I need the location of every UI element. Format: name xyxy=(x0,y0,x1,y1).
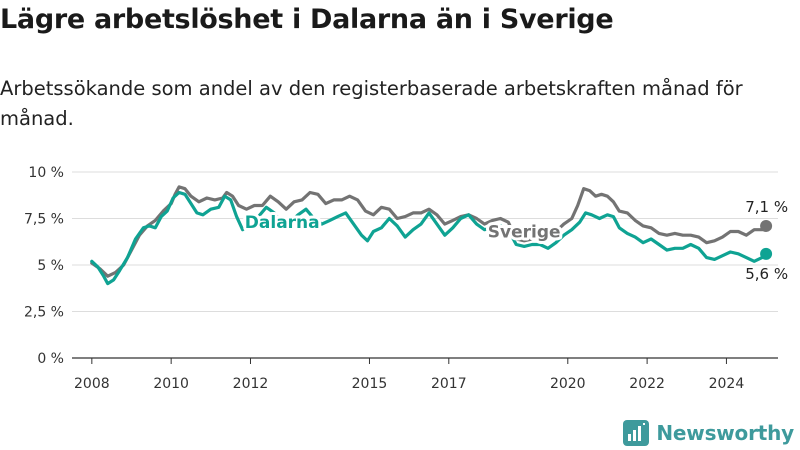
x-tick-label: 2012 xyxy=(233,376,269,392)
series-line-sverige xyxy=(90,185,768,278)
brand-name: Newsworthy xyxy=(656,421,794,445)
x-tick-label: 2010 xyxy=(153,376,189,392)
y-tick-label: 0 % xyxy=(37,351,64,367)
x-tick-label: 2020 xyxy=(550,376,586,392)
y-tick-label: 2,5 % xyxy=(24,305,64,321)
x-tick-label: 2015 xyxy=(352,376,388,392)
x-tick-label: 2024 xyxy=(709,376,745,392)
x-tick-label: 2022 xyxy=(629,376,665,392)
y-tick-label: 7,5 % xyxy=(24,212,64,228)
end-point-sverige xyxy=(760,219,773,232)
series-label-dalarna: Dalarna xyxy=(245,213,320,233)
end-point-dalarna xyxy=(760,247,773,260)
x-tick-label: 2017 xyxy=(431,376,467,392)
y-tick-label: 5 % xyxy=(37,258,64,274)
newsworthy-logo-icon xyxy=(623,420,650,446)
series-line-dalarna xyxy=(90,190,768,286)
chart-subtitle: Arbetssökande som andel av den registerb… xyxy=(0,77,743,130)
page-title: Lägre arbetslöshet i Dalarna än i Sverig… xyxy=(0,4,614,35)
y-tick-label: 10 % xyxy=(28,165,64,181)
end-value-label-dalarna: 5,6 % xyxy=(745,265,788,283)
x-tick-label: 2008 xyxy=(74,376,110,392)
series-label-sverige: Sverige xyxy=(488,223,561,243)
end-value-label-sverige: 7,1 % xyxy=(745,198,788,216)
brand-logo: Newsworthy xyxy=(623,418,794,448)
